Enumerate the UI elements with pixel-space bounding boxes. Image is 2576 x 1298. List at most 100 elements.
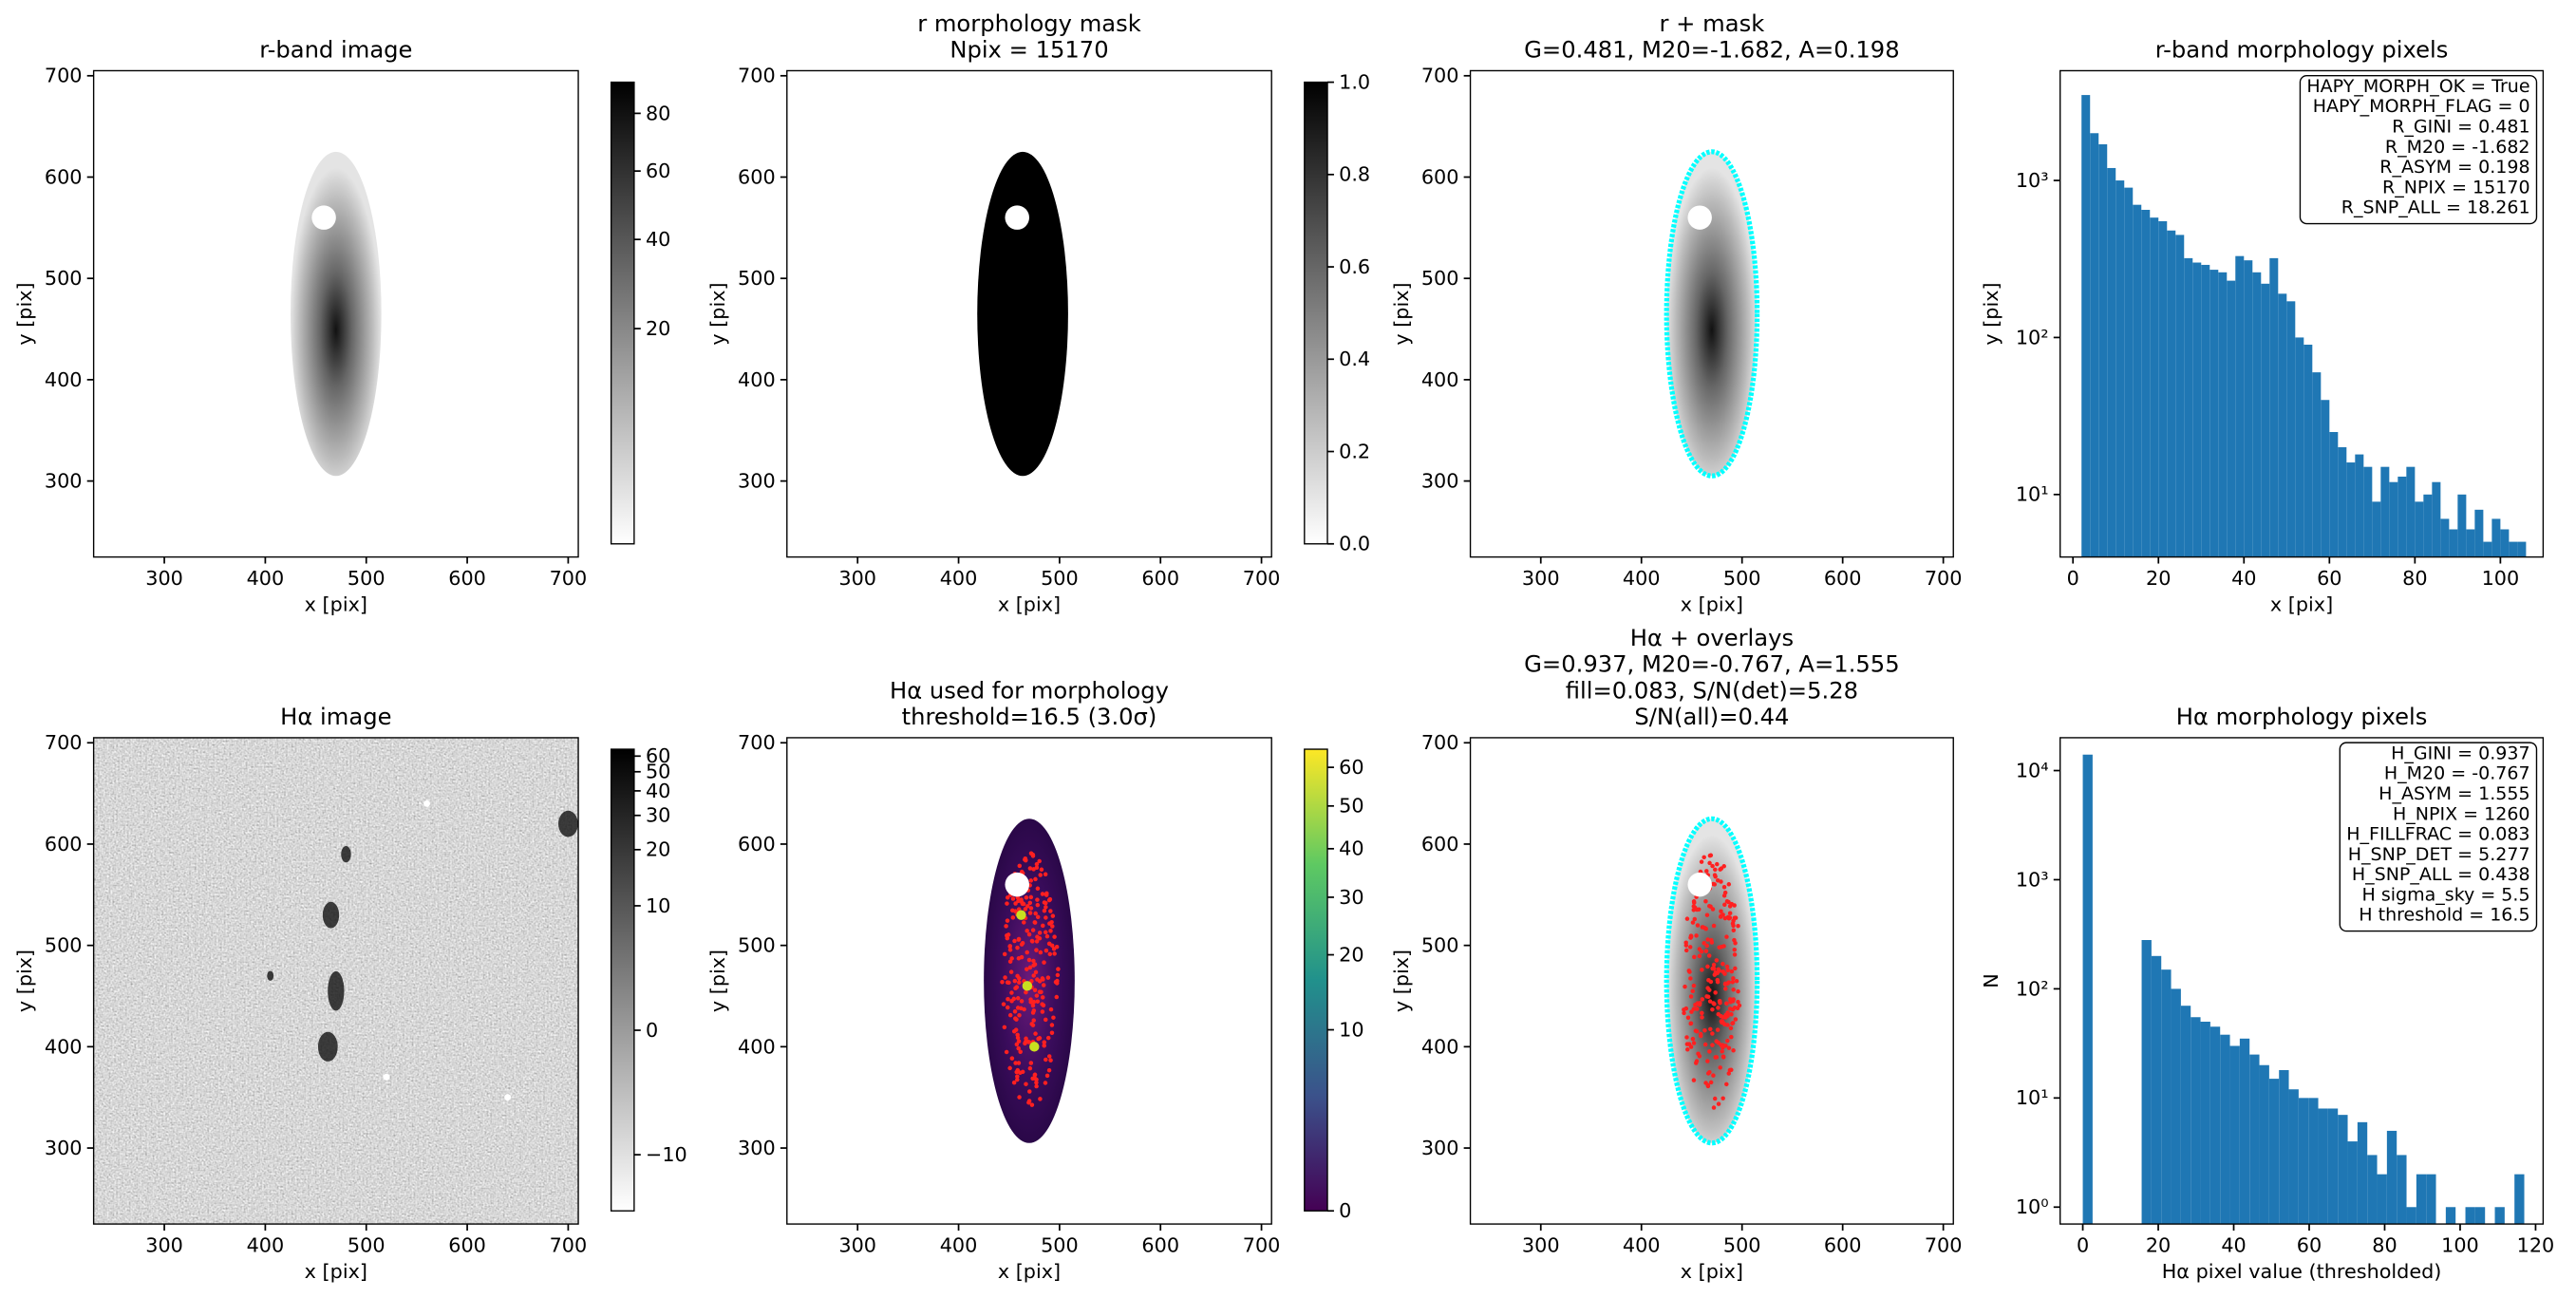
detected-pixel [1051, 947, 1057, 951]
colorbar-tick-label: 30 [1339, 886, 1363, 909]
bar [2338, 1115, 2348, 1225]
annotation-line: H threshold = 16.5 [2359, 905, 2529, 926]
panel-title: r + mask [1660, 10, 1765, 37]
y-tick-label: 500 [738, 267, 776, 290]
bar [2239, 1038, 2250, 1225]
detected-pixel [1715, 1027, 1720, 1032]
detected-pixel [1034, 948, 1039, 952]
y-tick-label: 10² [2016, 977, 2049, 1000]
masked-star [1687, 872, 1712, 897]
detected-pixel [1722, 971, 1727, 976]
detected-pixel [1053, 980, 1059, 985]
detected-pixel [1033, 876, 1038, 882]
detected-pixel [1034, 1083, 1039, 1089]
detected-pixel [1019, 1006, 1024, 1011]
colorbar-tick-label: 40 [646, 228, 670, 251]
y-tick-label: 600 [738, 833, 776, 856]
detected-pixel [1030, 928, 1036, 932]
bar [2098, 143, 2108, 557]
detected-pixel [1028, 851, 1034, 856]
detected-pixel [1025, 929, 1029, 933]
detected-pixel [1736, 923, 1740, 929]
detected-pixel [1031, 1018, 1036, 1023]
detected-pixel [1005, 918, 1010, 923]
bar [2432, 481, 2441, 557]
bar [2377, 1174, 2387, 1225]
colorbar [1304, 81, 1328, 545]
detected-pixel [1697, 1054, 1702, 1059]
bar [2288, 1089, 2299, 1225]
bar [2175, 235, 2185, 557]
detected-pixel [1037, 931, 1043, 935]
detected-pixel [1009, 990, 1014, 995]
x-tick-label: 300 [838, 1233, 876, 1256]
detected-pixel [1023, 907, 1028, 912]
detected-pixel [1029, 1102, 1035, 1107]
panel-title: Npix = 15170 [950, 37, 1108, 64]
detected-pixel [1006, 980, 1011, 986]
detected-pixel [1691, 983, 1697, 988]
panel-title: r-band image [259, 37, 412, 64]
bar [2372, 501, 2381, 557]
detected-pixel [1014, 1042, 1020, 1047]
detected-pixel [1702, 941, 1706, 946]
bar [2380, 466, 2390, 557]
x-axis-label: x [pix] [1681, 1260, 1743, 1283]
detected-pixel [1708, 979, 1714, 985]
detected-pixel [1694, 1028, 1700, 1034]
detected-pixel [1012, 938, 1017, 944]
detected-pixel [1044, 905, 1048, 910]
detected-pixel [1028, 906, 1034, 911]
bar [2261, 283, 2270, 557]
detected-pixel [1028, 894, 1034, 900]
detected-pixel [1735, 1006, 1740, 1011]
x-axis-label: x [pix] [305, 1260, 367, 1283]
detected-pixel [1020, 941, 1025, 946]
y-axis-label: y [pix] [1980, 282, 2003, 345]
detected-pixel [1047, 941, 1052, 947]
x-tick-label: 700 [550, 567, 588, 590]
x-tick-label: 700 [1925, 1233, 1963, 1256]
bar [2209, 1026, 2221, 1225]
detected-pixel [1718, 1065, 1722, 1070]
detected-pixel [1027, 1065, 1033, 1071]
y-tick-label: 10² [2016, 326, 2049, 348]
dark-blob [558, 810, 578, 837]
detected-pixel [1024, 989, 1028, 995]
detected-pixel [1691, 1006, 1697, 1011]
bar [2327, 1108, 2339, 1225]
detected-pixel [1028, 1061, 1034, 1065]
y-tick-label: 600 [45, 833, 83, 856]
y-tick-label: 300 [45, 470, 83, 493]
detected-pixel [1699, 949, 1704, 954]
x-tick-label: 600 [1824, 1233, 1862, 1256]
bar [2124, 187, 2134, 557]
detected-pixel [1713, 867, 1718, 873]
x-axis-label: x [pix] [998, 1260, 1061, 1283]
x-tick-label: 60 [2297, 1233, 2322, 1256]
detected-pixel [1695, 1006, 1700, 1011]
bar [2141, 940, 2152, 1225]
detected-pixel [1687, 969, 1692, 974]
detected-pixel [1727, 904, 1733, 909]
annotation-line: H_M20 = -0.767 [2384, 763, 2530, 784]
bar [2483, 541, 2492, 557]
detected-pixel [1733, 1017, 1739, 1022]
detected-pixel [1710, 1043, 1715, 1047]
detected-pixel [1010, 908, 1015, 913]
detected-pixel [1688, 1021, 1694, 1025]
bar [2474, 509, 2484, 557]
detected-pixel [1724, 1082, 1729, 1087]
x-tick-label: 120 [2517, 1233, 2555, 1256]
annotation-line: H_SNP_DET = 5.277 [2348, 844, 2530, 865]
x-tick-label: 400 [940, 1233, 978, 1256]
detected-pixel [1697, 953, 1702, 959]
x-tick-label: 0 [2067, 567, 2079, 590]
bar [2167, 230, 2176, 557]
colorbar-tick-label: 60 [646, 160, 670, 182]
detected-pixel [1704, 869, 1709, 874]
detected-pixel [1032, 962, 1038, 967]
axes-frame [92, 737, 579, 1225]
detected-pixel [1722, 902, 1727, 908]
